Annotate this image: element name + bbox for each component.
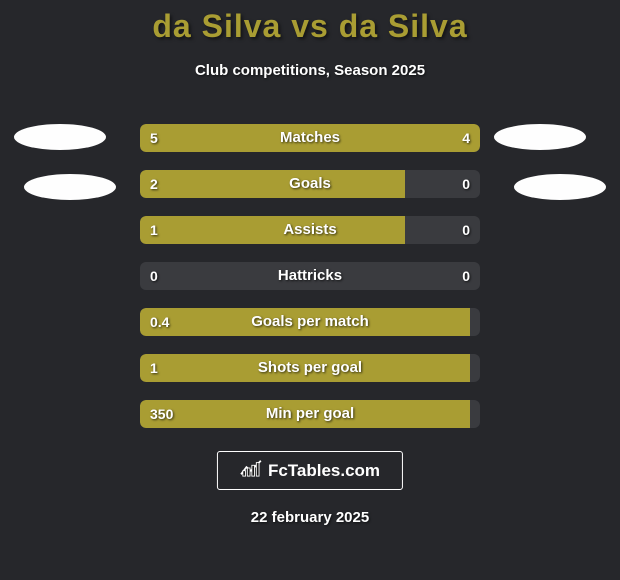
- avatar-placeholder: [494, 124, 586, 150]
- stat-row: 00Hattricks: [140, 262, 480, 290]
- subtitle: Club competitions, Season 2025: [0, 62, 620, 79]
- page-title: da Silva vs da Silva: [0, 8, 620, 45]
- stat-row: 54Matches: [140, 124, 480, 152]
- comparison-infographic: da Silva vs da Silva Club competitions, …: [0, 0, 620, 580]
- date-caption: 22 february 2025: [0, 509, 620, 526]
- stat-label: Assists: [140, 216, 480, 244]
- branding-badge: FcTables.com: [217, 451, 403, 490]
- avatar-placeholder: [514, 174, 606, 200]
- stat-row: 1Shots per goal: [140, 354, 480, 382]
- stat-row: 350Min per goal: [140, 400, 480, 428]
- chart-icon: [240, 459, 262, 482]
- stat-row: 20Goals: [140, 170, 480, 198]
- stat-label: Min per goal: [140, 400, 480, 428]
- stat-label: Matches: [140, 124, 480, 152]
- avatar-placeholder: [24, 174, 116, 200]
- stat-label: Hattricks: [140, 262, 480, 290]
- branding-text: FcTables.com: [268, 461, 380, 481]
- avatar-placeholder: [14, 124, 106, 150]
- stat-label: Goals per match: [140, 308, 480, 336]
- stat-row: 10Assists: [140, 216, 480, 244]
- stat-row: 0.4Goals per match: [140, 308, 480, 336]
- stat-bars: 54Matches 20Goals 10Assists 00Hattricks 0.4G…: [140, 124, 480, 446]
- stat-label: Shots per goal: [140, 354, 480, 382]
- stat-label: Goals: [140, 170, 480, 198]
